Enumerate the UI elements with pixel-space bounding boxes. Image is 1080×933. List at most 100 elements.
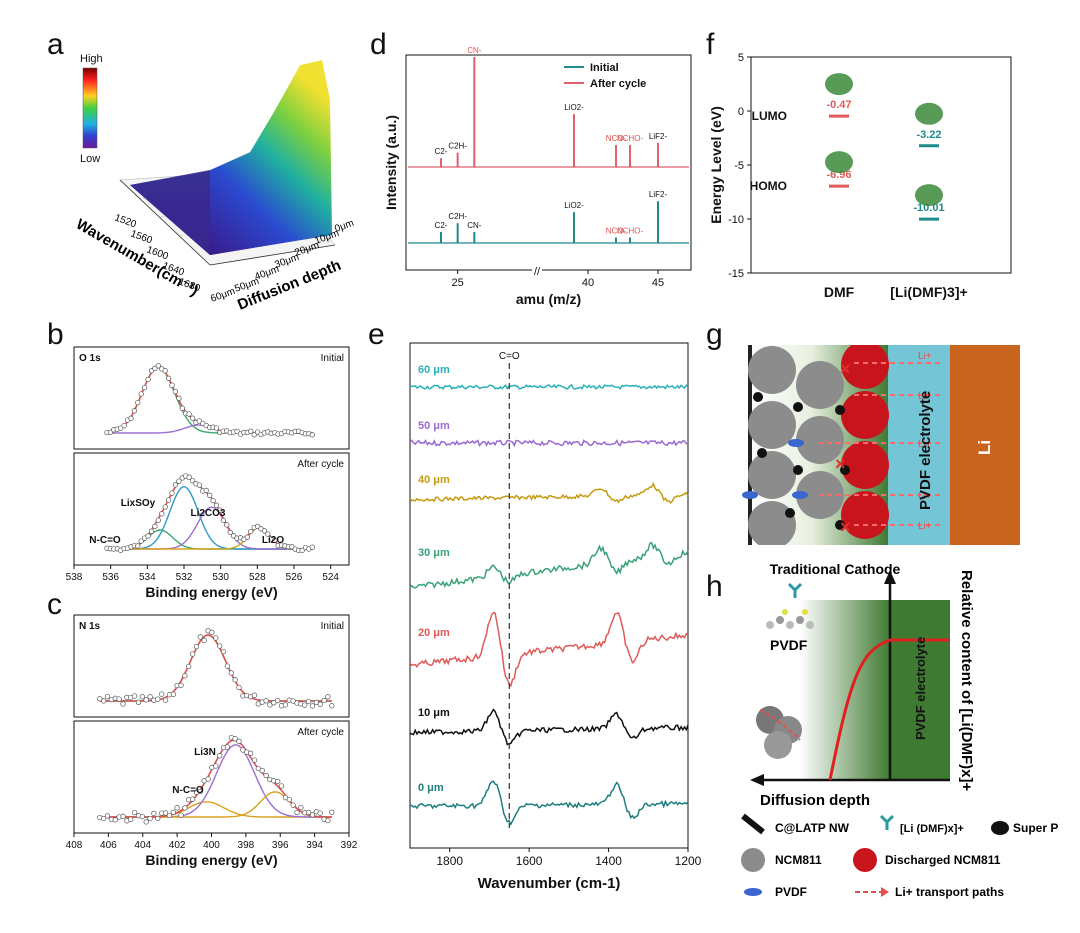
data-point <box>217 753 223 759</box>
li-ion-label: Li+ <box>918 491 932 502</box>
data-point <box>151 810 157 817</box>
lithium-anode <box>950 345 1020 545</box>
data-point <box>135 543 141 549</box>
svg-text:×: × <box>835 454 846 474</box>
panel-g-schematic: Li+ Li+ Li+ Li+ Li+ × × × PVDF electroly… <box>742 345 1020 545</box>
h-particle-cluster <box>756 706 802 759</box>
data-point <box>325 694 331 700</box>
series-label: 50 μm <box>418 420 450 432</box>
after-peak-label: NCO- <box>606 134 627 143</box>
data-point <box>141 384 148 391</box>
panel-b-xps-o1s: O 1s Initial After cycle 538 536 534 532 530 528… <box>66 346 350 600</box>
data-point <box>232 677 238 683</box>
data-point <box>176 478 182 484</box>
y-axis-label: Intensity (a.u.) <box>383 115 399 210</box>
axis-break-mark: // <box>534 266 541 278</box>
data-point <box>148 528 155 534</box>
data-point <box>317 701 323 707</box>
li-ion-label: Li+ <box>918 439 932 450</box>
data-point <box>302 702 308 708</box>
data-point <box>205 776 211 782</box>
after-peak-label: C2- <box>435 147 448 156</box>
data-point <box>197 788 203 795</box>
subplot-label: After cycle <box>297 727 344 738</box>
y-tick-label: 0 <box>738 106 744 118</box>
data-point <box>179 405 185 411</box>
data-point <box>131 809 138 816</box>
data-point <box>263 772 269 779</box>
peak-label: Li2O <box>262 535 284 546</box>
data-point <box>265 531 271 537</box>
initial-peak-label: LiF2- <box>649 190 668 199</box>
data-point <box>251 757 258 763</box>
y-tick-label: 5 <box>738 52 744 64</box>
data-point <box>228 670 234 676</box>
data-point <box>178 812 184 818</box>
data-point <box>152 523 158 529</box>
data-point <box>217 643 223 649</box>
wn-tick: 1560 <box>129 228 154 246</box>
pvdf-molecule-icon <box>766 582 814 629</box>
plot-frame <box>409 342 689 849</box>
x-tick-label: 392 <box>341 840 358 851</box>
data-point <box>172 388 179 395</box>
lumo-label: LUMO <box>752 109 787 123</box>
data-point <box>321 697 327 704</box>
panel-label-g: g <box>706 318 723 351</box>
x-tick-label: 1200 <box>675 854 702 868</box>
data-point <box>189 796 196 802</box>
h-electrolyte-label: PVDF electrolyte <box>913 637 928 740</box>
data-point <box>104 813 111 819</box>
data-point <box>186 411 192 417</box>
data-point <box>290 802 296 808</box>
orbital-isosurface <box>915 102 943 125</box>
data-point <box>259 767 265 774</box>
data-point <box>162 504 168 510</box>
content-curve <box>828 638 950 781</box>
data-point <box>217 507 223 513</box>
discharged-particles <box>841 345 889 539</box>
h-pvdf-label: PVDF <box>770 637 808 653</box>
svg-text:×: × <box>840 517 851 537</box>
data-point <box>121 422 127 429</box>
x-tick-label: 394 <box>306 840 323 851</box>
data-point <box>305 698 312 705</box>
data-point <box>176 395 182 401</box>
subplot-label: After cycle <box>297 459 344 470</box>
legend-paths: Li+ transport paths <box>895 885 1004 899</box>
panel-label-e: e <box>368 318 385 351</box>
category-label: [Li(DMF)3]+ <box>890 284 967 300</box>
h-x-label: Diffusion depth <box>760 792 870 809</box>
surface-ridge <box>210 60 332 255</box>
plot-frame <box>405 54 692 271</box>
legend-discharged: Discharged NCM811 <box>885 853 1001 867</box>
svg-text:×: × <box>840 359 851 379</box>
data-point <box>169 490 175 496</box>
data-point <box>100 698 107 704</box>
h-electrolyte-region <box>890 600 950 780</box>
data-point <box>213 635 219 641</box>
subplot-frame <box>73 614 350 718</box>
x-tick-label: 406 <box>100 840 117 851</box>
x-tick-label: 1600 <box>516 854 543 868</box>
data-point <box>112 817 118 823</box>
data-point <box>294 809 300 816</box>
data-point <box>128 816 134 822</box>
x-tick-label: 532 <box>176 572 193 583</box>
initial-peak-label: NCHO- <box>617 227 644 236</box>
data-point <box>224 744 231 750</box>
spectrum-line <box>409 780 689 826</box>
data-point <box>135 699 142 705</box>
data-point <box>197 634 203 640</box>
data-point <box>213 425 220 431</box>
series-label: 10 μm <box>418 707 450 719</box>
x-tick-label: 45 <box>652 277 664 289</box>
panel-label-b: b <box>47 318 64 351</box>
schematic-legend: C@LATP NW [Li (DMF)x]+ Super P NCM811 Di… <box>741 813 1058 899</box>
x-tick-label: 528 <box>249 572 266 583</box>
data-point <box>152 365 158 372</box>
data-point <box>309 432 315 438</box>
data-point <box>155 696 161 702</box>
data-point <box>162 810 169 816</box>
data-point <box>210 497 216 504</box>
